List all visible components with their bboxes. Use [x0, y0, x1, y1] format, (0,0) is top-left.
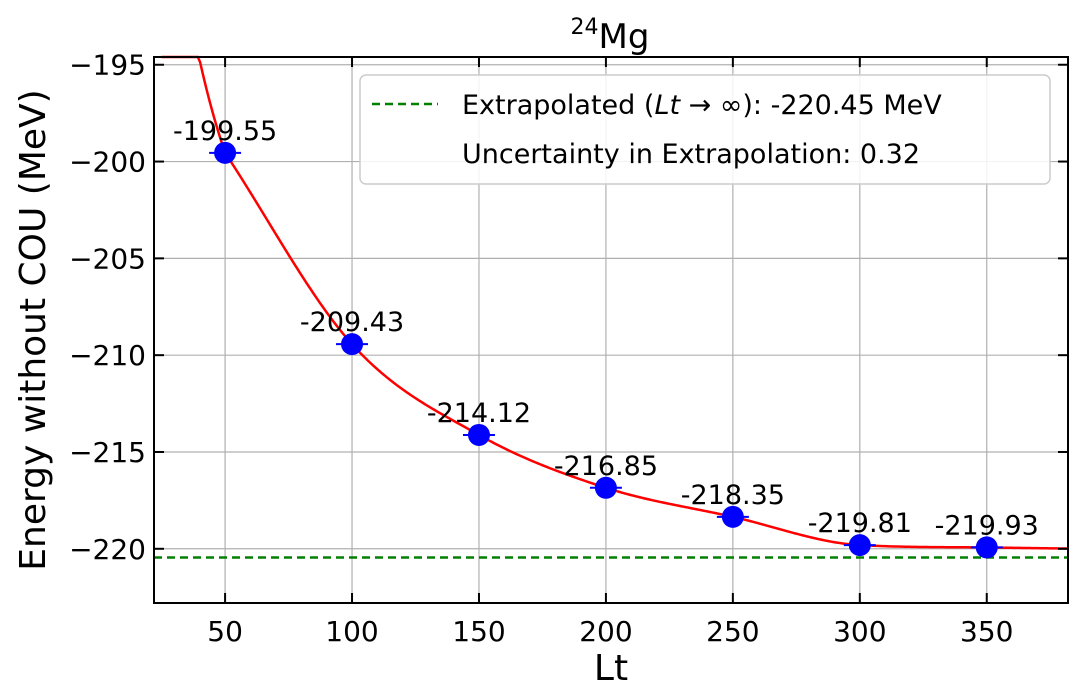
- x-tick-label: 150: [452, 615, 505, 648]
- data-label: -199.55: [173, 116, 277, 147]
- y-axis-title: Energy without COU (MeV): [13, 89, 54, 570]
- y-tick-label: −220: [69, 533, 146, 566]
- legend-uncertainty-label: Uncertainty in Extrapolation: 0.32: [462, 139, 920, 170]
- x-tick-label: 50: [207, 615, 243, 648]
- data-label: -219.93: [935, 510, 1039, 541]
- title-superscript: 24: [571, 15, 599, 40]
- data-label: -219.81: [808, 508, 912, 539]
- title-base: Mg: [599, 17, 650, 57]
- data-label: -216.85: [554, 451, 658, 482]
- y-tick-label: −205: [69, 242, 146, 275]
- x-tick-label: 300: [833, 615, 886, 648]
- legend-extrapolated-label: Extrapolated (Lt → ∞): -220.45 MeV: [462, 90, 942, 121]
- y-tick-label: −195: [69, 49, 146, 82]
- data-point: [848, 534, 871, 557]
- data-point: [594, 476, 617, 499]
- plot-frame: [153, 56, 1069, 604]
- y-tick-label: −215: [69, 436, 146, 469]
- x-tick-label: 250: [706, 615, 759, 648]
- data-point: [341, 333, 364, 356]
- data-point: [214, 141, 237, 164]
- data-label: -218.35: [681, 480, 785, 511]
- ticks-layer: 50 100 150 200 250 300 350 −195 −200 −205 −210 −215…: [69, 49, 1068, 648]
- y-tick-label: −210: [69, 339, 146, 372]
- y-tick-label: −200: [69, 146, 146, 179]
- data-labels-layer: -199.55 -209.43 -214.12 -216.85 -218.35 -219.…: [173, 116, 1039, 542]
- legend-box: [359, 74, 1051, 185]
- data-points-layer: [209, 141, 1003, 559]
- data-point: [721, 505, 744, 528]
- legend-extrapolated-italic: Lt: [654, 90, 681, 121]
- x-tick-label: 350: [960, 615, 1013, 648]
- data-point: [467, 423, 490, 446]
- data-point: [975, 536, 998, 559]
- legend-extrapolated-arrow: → ∞): -220.45 MeV: [680, 90, 942, 121]
- chart-title: 24Mg: [571, 15, 650, 57]
- x-tick-label: 200: [579, 615, 632, 648]
- data-label: -214.12: [427, 398, 531, 429]
- x-tick-label: 100: [325, 615, 378, 648]
- data-label: -209.43: [300, 307, 404, 338]
- legend: Extrapolated (Lt → ∞): -220.45 MeV Uncer…: [359, 74, 1051, 185]
- legend-extrapolated-prefix: Extrapolated (: [462, 90, 654, 121]
- x-axis-title: Lt: [594, 648, 628, 689]
